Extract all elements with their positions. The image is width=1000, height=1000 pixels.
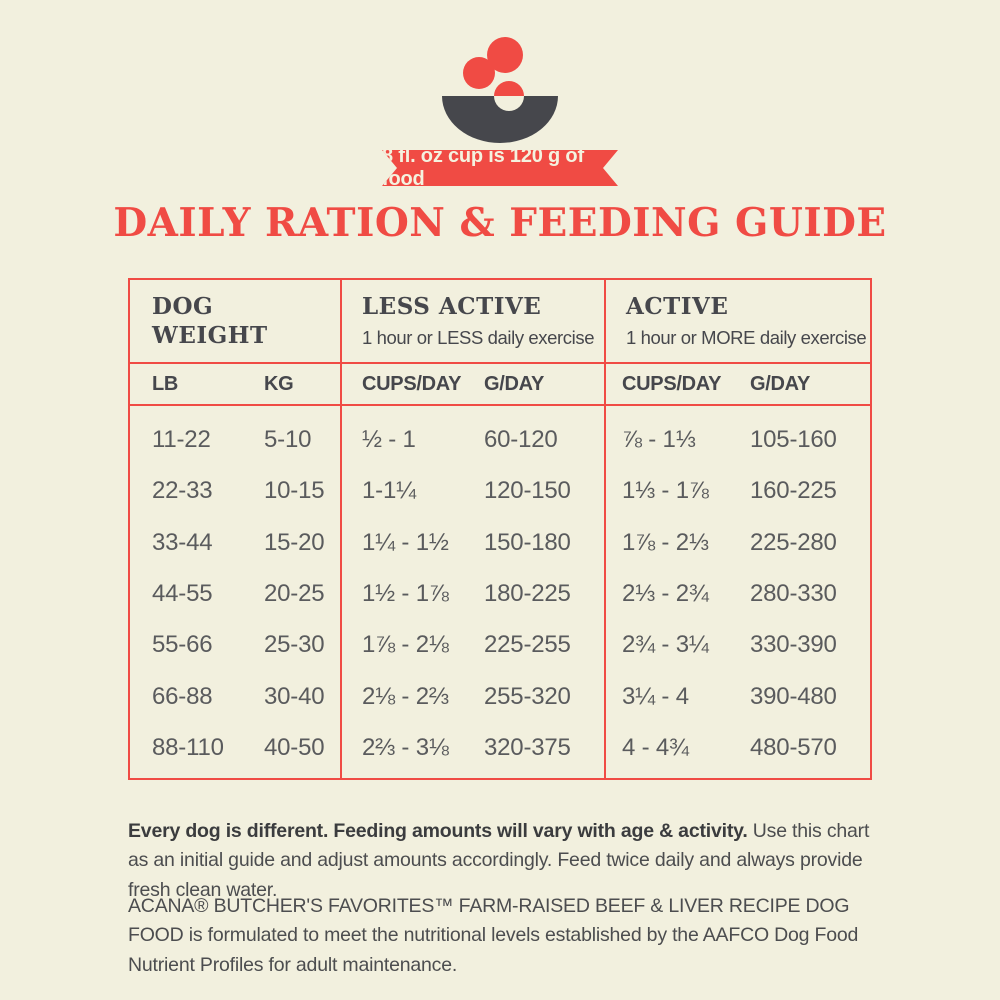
subheader-lb: LB	[152, 372, 179, 395]
feeding-advice-rest: Use this chart as an initial guide and a…	[128, 820, 870, 901]
table-row: 2¾ - 3¼ 330-390	[622, 620, 870, 671]
table-row: 44-55 20-25	[152, 568, 340, 619]
cell-cups: 1-1¼	[362, 477, 416, 505]
cell-grams: 390-480	[750, 682, 837, 710]
subheader-row: CUPS/DAY G/DAY	[606, 364, 870, 406]
cell-grams: 320-375	[484, 734, 571, 762]
column-group-active: ACTIVE 1 hour or MORE daily exercise CUP…	[604, 280, 870, 778]
cell-kg: 30-40	[264, 682, 325, 710]
table-row: 2⅔ - 3⅛ 320-375	[362, 723, 604, 774]
cell-grams: 120-150	[484, 477, 571, 505]
cell-grams: 225-280	[750, 528, 837, 556]
group-data: ⅞ - 1⅓ 105-160 1⅓ - 1⅞ 160-225 1⅞ - 2⅓ 225-…	[606, 406, 870, 778]
cell-kg: 5-10	[264, 425, 312, 453]
cell-grams: 225-255	[484, 631, 571, 659]
feeding-advice-emphasis: Every dog is different. Feeding amounts …	[128, 820, 748, 842]
aafco-statement: ACANA® BUTCHER'S FAVORITES™ FARM-RAISED …	[128, 895, 859, 976]
table-row: 55-66 25-30	[152, 620, 340, 671]
cell-cups: ½ - 1	[362, 425, 416, 453]
dog-bowl-icon	[410, 28, 590, 150]
table-row: ⅞ - 1⅓ 105-160	[622, 414, 870, 465]
cell-cups: 1⅞ - 2⅓	[622, 528, 709, 556]
table-row: 3¼ - 4 390-480	[622, 671, 870, 722]
cell-grams: 150-180	[484, 528, 571, 556]
cell-grams: 480-570	[750, 734, 837, 762]
subheader-row: LB KG	[130, 364, 340, 406]
table-row: 1⅓ - 1⅞ 160-225	[622, 465, 870, 516]
page-title: DAILY RATION & FEEDING GUIDE	[113, 200, 887, 246]
cell-cups: 1¼ - 1½	[362, 528, 449, 556]
table-row: 1½ - 1⅞ 180-225	[362, 568, 604, 619]
cell-cups: 1½ - 1⅞	[362, 579, 449, 607]
table-row: 1⅞ - 2⅓ 225-280	[622, 517, 870, 568]
table-row: 1-1¼ 120-150	[362, 465, 604, 516]
cell-grams: 330-390	[750, 631, 837, 659]
group-subtitle: 1 hour or MORE daily exercise	[626, 326, 867, 348]
group-title: DOG WEIGHT	[152, 293, 268, 349]
subheader-cups-day: CUPS/DAY	[362, 372, 462, 395]
table-row: 1¼ - 1½ 150-180	[362, 517, 604, 568]
group-header: DOG WEIGHT	[130, 280, 340, 364]
table-row: 33-44 15-20	[152, 517, 340, 568]
cell-lb: 44-55	[152, 579, 213, 607]
table-row: 4 - 4¾ 480-570	[622, 723, 870, 774]
cell-grams: 280-330	[750, 579, 837, 607]
cell-cups: 2⅔ - 3⅛	[362, 734, 449, 762]
cell-lb: 88-110	[152, 734, 224, 762]
cell-lb: 11-22	[152, 425, 211, 453]
cell-lb: 22-33	[152, 477, 213, 505]
group-subtitle: 1 hour or LESS daily exercise	[362, 326, 595, 348]
cell-kg: 20-25	[264, 579, 325, 607]
group-header: LESS ACTIVE 1 hour or LESS daily exercis…	[342, 280, 604, 364]
cell-cups: 2¾ - 3¼	[622, 631, 709, 659]
table-row: 1⅞ - 2⅛ 225-255	[362, 620, 604, 671]
cell-lb: 55-66	[152, 631, 213, 659]
table-row: 2⅓ - 2¾ 280-330	[622, 568, 870, 619]
column-group-dog-weight: DOG WEIGHT LB KG 11-22 5-10 22-33 10-15 33…	[130, 280, 340, 778]
group-title: LESS ACTIVE	[362, 293, 542, 320]
cup-measure-text: 8 fl. oz cup is 120 g of food	[382, 145, 584, 190]
cell-grams: 160-225	[750, 477, 837, 505]
table-row: 88-110 40-50	[152, 723, 340, 774]
cell-grams: 255-320	[484, 682, 571, 710]
feeding-table: DOG WEIGHT LB KG 11-22 5-10 22-33 10-15 33…	[128, 278, 872, 780]
cell-lb: 66-88	[152, 682, 213, 710]
cell-cups: 2⅓ - 2¾	[622, 579, 709, 607]
subheader-g-day: G/DAY	[484, 372, 545, 395]
dog-bowl-kibble-graphic	[442, 37, 558, 143]
group-title: ACTIVE	[626, 293, 729, 320]
table-row: 66-88 30-40	[152, 671, 340, 722]
table-row: 22-33 10-15	[152, 465, 340, 516]
cell-lb: 33-44	[152, 528, 213, 556]
cell-kg: 15-20	[264, 528, 325, 556]
cell-kg: 25-30	[264, 631, 325, 659]
group-data: ½ - 1 60-120 1-1¼ 120-150 1¼ - 1½ 150-180 1…	[342, 406, 604, 778]
cup-measure-ribbon: 8 fl. oz cup is 120 g of food	[382, 150, 618, 186]
cell-cups: 4 - 4¾	[622, 734, 689, 762]
subheader-g-day: G/DAY	[750, 372, 811, 395]
cell-kg: 40-50	[264, 734, 325, 762]
cell-grams: 180-225	[484, 579, 571, 607]
cell-kg: 10-15	[264, 477, 325, 505]
cell-grams: 60-120	[484, 425, 558, 453]
cell-cups: ⅞ - 1⅓	[622, 425, 696, 453]
column-group-less-active: LESS ACTIVE 1 hour or LESS daily exercis…	[340, 280, 604, 778]
subheader-kg: KG	[264, 372, 294, 395]
cell-cups: 1⅓ - 1⅞	[622, 477, 709, 505]
group-data: 11-22 5-10 22-33 10-15 33-44 15-20 44-55 20-…	[130, 406, 340, 778]
subheader-row: CUPS/DAY G/DAY	[342, 364, 604, 406]
group-header: ACTIVE 1 hour or MORE daily exercise	[606, 280, 870, 364]
table-row: ½ - 1 60-120	[362, 414, 604, 465]
subheader-cups-day: CUPS/DAY	[622, 372, 722, 395]
cell-cups: 3¼ - 4	[622, 682, 689, 710]
cell-grams: 105-160	[750, 425, 837, 453]
table-row: 2⅛ - 2⅔ 255-320	[362, 671, 604, 722]
cell-cups: 2⅛ - 2⅔	[362, 682, 449, 710]
table-row: 11-22 5-10	[152, 414, 340, 465]
cell-cups: 1⅞ - 2⅛	[362, 631, 449, 659]
feeding-advice-note: Every dog is different. Feeding amounts …	[128, 817, 884, 905]
